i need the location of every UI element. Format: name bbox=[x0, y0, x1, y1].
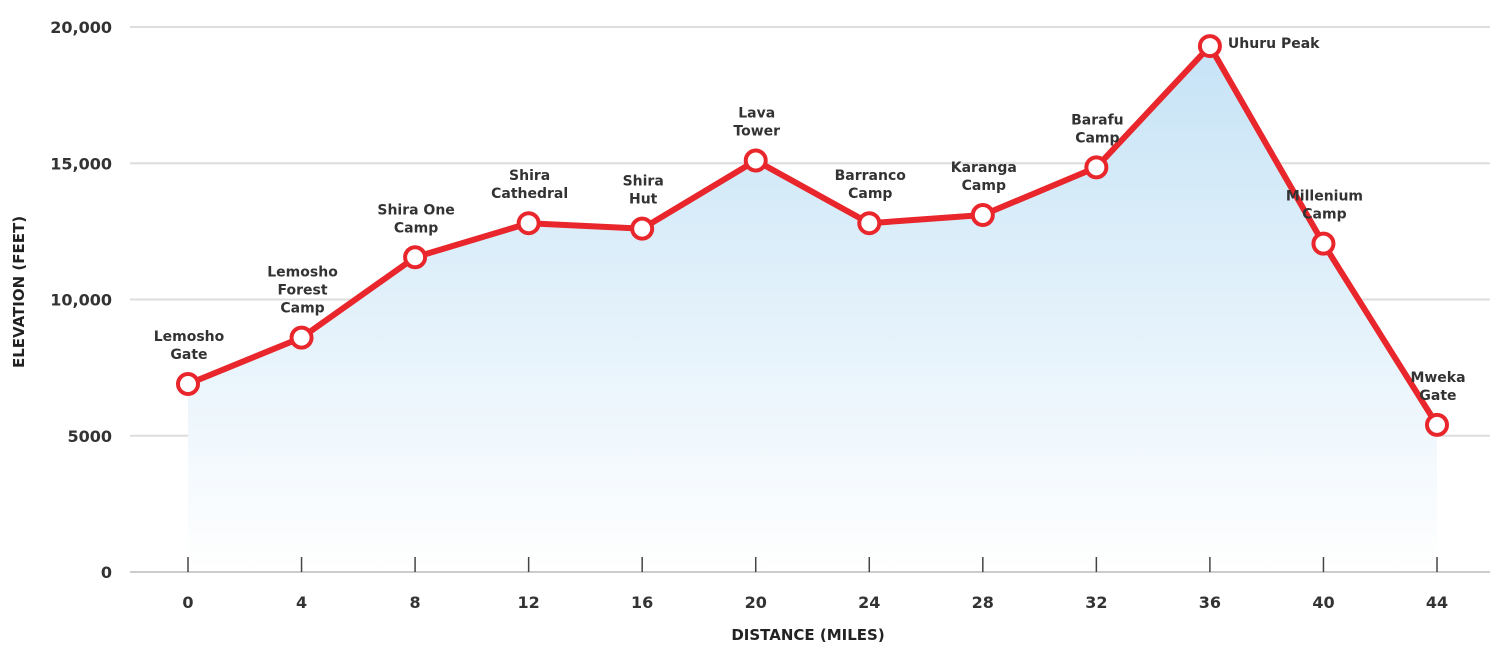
point-label: Shira Cathedral bbox=[491, 168, 568, 202]
data-markers bbox=[176, 34, 1449, 437]
y-tick-label: 10,000 bbox=[50, 291, 112, 310]
point-label: Karanga Camp bbox=[951, 160, 1017, 194]
point-label: Mweka Gate bbox=[1410, 370, 1465, 404]
y-tick-label: 5000 bbox=[67, 427, 112, 446]
data-point bbox=[743, 148, 768, 173]
y-tick-label: 15,000 bbox=[50, 154, 112, 173]
x-tick-label: 0 bbox=[182, 593, 193, 612]
data-point bbox=[970, 203, 995, 228]
x-tick-label: 20 bbox=[745, 593, 767, 612]
x-tick-label: 4 bbox=[296, 593, 307, 612]
x-tick-label: 36 bbox=[1199, 593, 1221, 612]
point-label: Lemosho Gate bbox=[154, 329, 225, 363]
point-label: Barafu Camp bbox=[1071, 112, 1124, 146]
elevation-area bbox=[188, 46, 1437, 572]
data-point bbox=[630, 216, 655, 241]
y-axis-label: ELEVATION (FEET) bbox=[10, 216, 28, 368]
y-tick-label: 0 bbox=[101, 563, 112, 582]
x-tick-label: 12 bbox=[518, 593, 540, 612]
data-point bbox=[857, 211, 882, 236]
x-axis-label: DISTANCE (MILES) bbox=[731, 626, 884, 644]
x-tick-label: 44 bbox=[1426, 593, 1448, 612]
data-point bbox=[1197, 34, 1222, 59]
point-label: Barranco Camp bbox=[835, 168, 907, 202]
data-point bbox=[1425, 412, 1449, 437]
x-tick-label: 24 bbox=[858, 593, 880, 612]
data-point bbox=[1084, 155, 1109, 180]
x-tick-label: 8 bbox=[410, 593, 421, 612]
data-point bbox=[516, 211, 541, 236]
x-tick-label: 16 bbox=[631, 593, 653, 612]
point-label: Shira One Camp bbox=[377, 202, 454, 236]
elevation-line bbox=[186, 43, 1440, 427]
point-label: Shira Hut bbox=[623, 174, 664, 208]
data-point bbox=[289, 325, 314, 350]
point-label: Lava Tower bbox=[733, 106, 780, 140]
x-tick-label: 40 bbox=[1312, 593, 1334, 612]
y-tick-label: 20,000 bbox=[50, 18, 112, 37]
point-label: Millenium Camp bbox=[1286, 189, 1363, 223]
axes: 0 4 8 12 16 20 24 28 32 36 40 44 bbox=[130, 557, 1490, 612]
point-label: Uhuru Peak bbox=[1228, 36, 1320, 52]
point-label: Lemosho Forest Camp bbox=[267, 265, 338, 317]
data-point bbox=[403, 245, 428, 270]
x-tick-label: 32 bbox=[1085, 593, 1107, 612]
data-point bbox=[176, 371, 200, 396]
point-labels: Lemosho Gate Lemosho Forest Camp Shira One Cam… bbox=[154, 36, 1466, 404]
data-point bbox=[1311, 231, 1336, 256]
x-tick-label: 28 bbox=[972, 593, 994, 612]
